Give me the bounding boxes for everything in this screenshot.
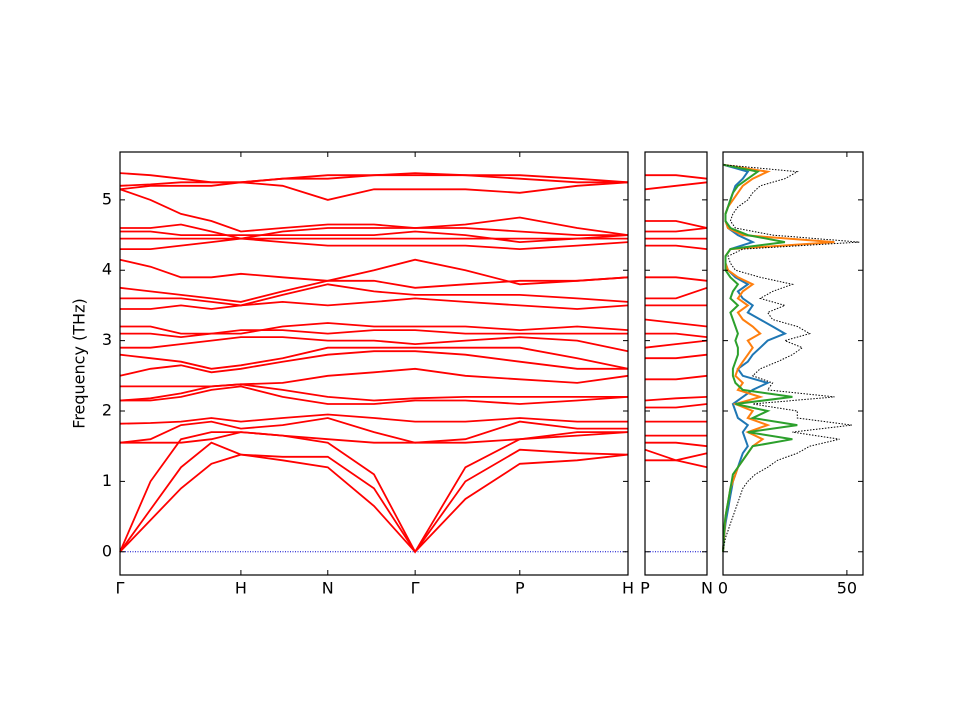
- band: [119, 188, 629, 236]
- band: [644, 396, 708, 402]
- band: [120, 223, 628, 240]
- dos-curve: [722, 163, 798, 552]
- band: [645, 220, 708, 229]
- band: [645, 441, 708, 448]
- band: [120, 431, 629, 444]
- band: [120, 230, 629, 244]
- x-tick-label: N: [701, 579, 713, 598]
- axes-frame: [644, 151, 708, 576]
- band: [120, 329, 628, 339]
- band: [120, 336, 629, 353]
- x-tick-label: H: [235, 579, 247, 598]
- dos-curve: [722, 163, 835, 552]
- band: [645, 332, 708, 338]
- band: [644, 448, 708, 469]
- band: [119, 441, 629, 554]
- band: [119, 453, 629, 554]
- band: [645, 227, 708, 233]
- band: [119, 431, 628, 554]
- y-tick-label: 5: [102, 189, 112, 208]
- y-tick-label: 1: [102, 471, 112, 490]
- band: [645, 286, 708, 300]
- x-tick-label: Γ: [411, 579, 420, 598]
- band: [645, 374, 708, 381]
- band: [119, 181, 629, 201]
- band: [645, 403, 708, 409]
- x-tick-label: H: [622, 579, 634, 598]
- band: [119, 417, 628, 444]
- band: [119, 276, 629, 303]
- band: [120, 237, 629, 251]
- band: [120, 283, 629, 307]
- x-tick-label: P: [515, 579, 525, 598]
- y-tick-label: 0: [102, 541, 112, 560]
- x-tick-label: 50: [837, 579, 857, 598]
- y-tick-label: 4: [102, 260, 112, 279]
- band: [119, 258, 629, 286]
- x-tick-label: N: [322, 579, 334, 598]
- band: [119, 413, 628, 425]
- axes-frame: [119, 151, 629, 576]
- dos-curve: [722, 163, 788, 552]
- band: [119, 383, 628, 402]
- band: [120, 367, 629, 388]
- band: [120, 297, 629, 310]
- y-axis-label: Frequency (THz): [70, 298, 89, 428]
- dos-curve: [722, 164, 860, 552]
- band: [119, 350, 628, 377]
- band: [644, 339, 708, 349]
- band: [120, 322, 629, 335]
- band: [644, 318, 708, 328]
- band: [645, 276, 708, 282]
- band: [119, 174, 628, 187]
- y-tick-label: 3: [102, 330, 112, 349]
- band: [644, 181, 708, 191]
- x-tick-label: 0: [718, 579, 728, 598]
- band: [645, 353, 708, 360]
- band: [645, 452, 708, 462]
- x-tick-label: P: [640, 579, 650, 598]
- band: [119, 172, 629, 184]
- axes-frame: [722, 151, 864, 576]
- band: [645, 244, 708, 250]
- band: [120, 385, 629, 405]
- band: [645, 174, 708, 180]
- x-tick-label: Γ: [116, 579, 125, 598]
- y-tick-label: 2: [102, 401, 112, 420]
- band: [119, 346, 629, 370]
